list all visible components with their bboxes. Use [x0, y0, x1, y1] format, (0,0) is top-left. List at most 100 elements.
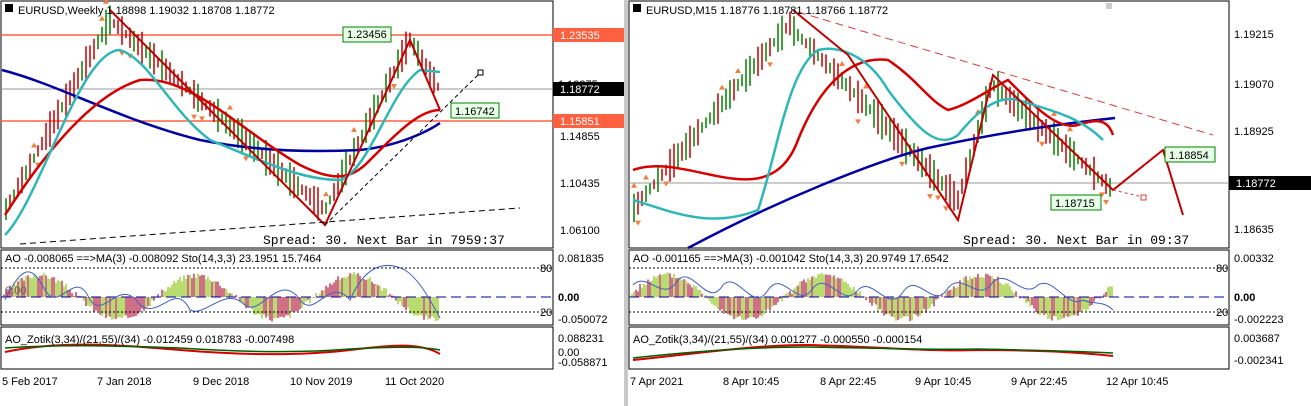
axis-price-1: 1.19215 — [1234, 29, 1274, 41]
ao-axis-80: 80 — [1216, 263, 1228, 275]
window-splitter[interactable] — [624, 0, 628, 406]
ao-axis-max: 0.081835 — [558, 253, 604, 265]
fractal-arrow — [1039, 141, 1045, 147]
fractal-arrow — [227, 104, 233, 110]
price-box-high-text: 1.23456 — [347, 29, 387, 41]
trendline-handle[interactable] — [477, 69, 484, 76]
trendline-up — [324, 72, 481, 226]
fractal-arrow — [31, 142, 37, 148]
time-label-6: 12 Apr 10:45 — [1106, 376, 1168, 388]
axis-price-5: 1.06100 — [560, 225, 600, 237]
main-panel-frame — [628, 0, 1230, 249]
ao-axis-zero: 0.00 — [558, 292, 579, 304]
fractal-arrow — [863, 83, 869, 89]
price-box-low-text: 1.16742 — [455, 106, 495, 118]
fractal-arrow — [855, 119, 861, 125]
fractal-arrow — [1099, 192, 1105, 198]
fractal-arrow — [323, 191, 329, 197]
ao-axis-min: -0.002223 — [1234, 314, 1284, 326]
axis-price-4: 1.18635 — [1234, 224, 1274, 236]
trendline-long — [19, 207, 521, 245]
chart-menu-icon[interactable] — [5, 4, 13, 12]
time-label-3: 8 Apr 22:45 — [820, 376, 876, 388]
price-box-high — [342, 26, 392, 43]
axis-label-current — [553, 82, 624, 96]
ao-axis-20: 20 — [540, 307, 552, 319]
ma-teal — [632, 47, 1104, 220]
fractal-arrow — [1103, 199, 1109, 205]
axis-label-resistance — [553, 28, 624, 42]
time-label-1: 7 Apr 2021 — [630, 376, 683, 388]
zotik-axis-max: 0.003687 — [1234, 333, 1280, 345]
chart-right-svg[interactable]: 1.18854 1.18715 EURUSD,M15 1.18776 1.187… — [628, 0, 1311, 406]
fractal-arrow — [735, 67, 741, 73]
price-box-high-text: 1.18854 — [1169, 150, 1209, 162]
zotik-axis-zero: 0.00 — [558, 347, 579, 359]
ao-info: AO -0.008065 ==>MA(3) -0.008092 Sto(14,3… — [5, 253, 321, 265]
price-box-high — [1164, 146, 1216, 163]
ao-axis-20: 20 — [1216, 307, 1228, 319]
fractal-arrow — [191, 114, 197, 120]
ao-histogram — [631, 272, 1113, 321]
ao-axis-max: 0.00332 — [1234, 253, 1274, 265]
time-label-4: 10 Nov 2019 — [290, 376, 352, 388]
fractal-arrow — [927, 194, 933, 200]
time-label-5: 11 Oct 2020 — [385, 376, 444, 388]
fractal-arrow — [103, 0, 109, 4]
zigzag — [792, 9, 1184, 223]
ao-panel-frame — [0, 249, 554, 326]
time-label-4: 9 Apr 10:45 — [915, 376, 971, 388]
ao-axis-zero: 0.00 — [1234, 292, 1255, 304]
scroll-marker[interactable] — [1106, 3, 1112, 9]
fractal-arrow — [243, 156, 249, 162]
axis-price-4: 1.10435 — [560, 178, 600, 190]
price-box-low — [450, 102, 500, 119]
axis-price-3: 1.14855 — [560, 131, 600, 143]
stochastic-line — [632, 276, 1114, 311]
axis-price-2: 1.19070 — [1234, 79, 1274, 91]
ma-red — [3, 78, 441, 216]
ao-panel-frame — [628, 249, 1230, 326]
fractal-arrow — [943, 206, 949, 212]
fractal-arrow — [1067, 126, 1073, 132]
axis-price-3: 1.18925 — [1234, 126, 1274, 138]
chart-menu-icon[interactable] — [633, 4, 641, 12]
fractal-arrow — [719, 84, 725, 90]
spread-info: Spread: 30. Next Bar in 7959:37 — [263, 233, 505, 248]
zotik-green-line — [632, 346, 1114, 359]
ao-axis-80: 80 — [540, 263, 552, 275]
axis-label-support — [553, 114, 624, 128]
zotik-info: AO_Zotik(3,34)/(21,55)/(34) 0.001277 -0.… — [633, 334, 922, 346]
projection-line — [1112, 189, 1144, 198]
zotik-red-line — [632, 343, 1114, 361]
projection-handle[interactable] — [1140, 194, 1147, 201]
axis-price-1: 1.23535 — [560, 30, 600, 42]
fractal-arrow — [839, 60, 845, 66]
fractal-arrow — [767, 62, 773, 68]
chart-title: EURUSD,Weekly 1.18898 1.19032 1.18708 1.… — [18, 5, 275, 17]
fractal-arrow — [1051, 110, 1057, 116]
chart-title: EURUSD,M15 1.18776 1.18781 1.18766 1.187… — [646, 5, 888, 17]
zotik-axis-min: -0.058871 — [558, 357, 608, 369]
fractal-arrow — [351, 126, 357, 132]
fractal-arrow — [635, 220, 641, 226]
zotik-panel-frame — [0, 326, 554, 370]
axis-price-current: 1.18772 — [560, 84, 600, 96]
main-panel-frame — [0, 0, 554, 249]
price-box-low-text: 1.18715 — [1055, 198, 1095, 210]
fractal-arrow — [199, 116, 205, 122]
time-label-1: 5 Feb 2017 — [2, 376, 58, 388]
zotik-axis-max: 0.088231 — [558, 333, 604, 345]
zotik-panel-frame — [628, 326, 1230, 370]
ao-info: AO -0.001165 ==>MA(3) -0.001042 Sto(14,3… — [633, 253, 949, 265]
ma-red — [632, 58, 1115, 181]
ao-zero-label: 0.00 — [5, 285, 26, 297]
chart-window-left[interactable]: 1.23456 1.16742 EURUSD,Weekly 1.18898 1.… — [0, 0, 624, 406]
zotik-red-line — [4, 343, 441, 356]
chart-window-right[interactable]: 1.18854 1.18715 EURUSD,M15 1.18776 1.187… — [628, 0, 1311, 406]
zotik-info: AO_Zotik(3,34)/(21,55)/(34) -0.012459 0.… — [5, 334, 294, 346]
chart-left-svg[interactable]: 1.23456 1.16742 EURUSD,Weekly 1.18898 1.… — [0, 0, 624, 406]
fractal-arrow — [663, 181, 669, 187]
axis-price-2: 1.15851 — [560, 116, 600, 128]
zigzag — [109, 9, 441, 227]
